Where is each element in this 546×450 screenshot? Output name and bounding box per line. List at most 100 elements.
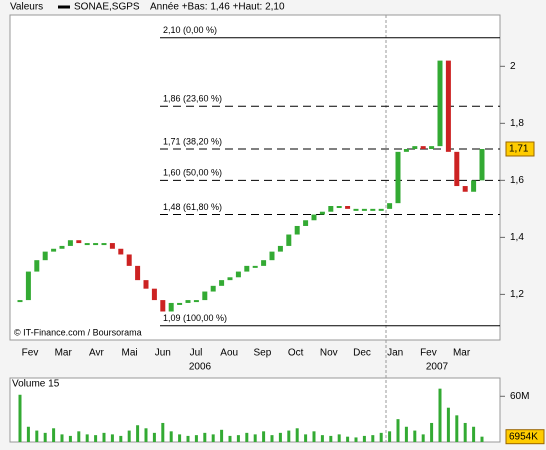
y-tick-label: 2 <box>510 61 516 72</box>
volume-bar <box>77 431 81 442</box>
candle <box>403 148 409 152</box>
candle <box>168 302 174 312</box>
candle <box>328 206 334 212</box>
volume-bar <box>346 436 350 442</box>
candle <box>395 151 401 204</box>
last-label: 1,71 <box>509 144 529 155</box>
candle <box>42 251 48 261</box>
candle <box>437 60 443 147</box>
volume-bar <box>463 422 467 442</box>
candle <box>160 300 166 312</box>
volume-bar <box>43 432 47 442</box>
fib-label: 1,71 (38,20 %) <box>163 136 222 146</box>
fib-label: 2,10 (0,00 %) <box>163 25 217 35</box>
watermark: © IT-Finance.com / Boursorama <box>14 327 142 337</box>
volume-bar <box>438 388 442 442</box>
candle <box>286 234 292 246</box>
x-tick-label: Oct <box>288 348 304 359</box>
x-tick-label: Mar <box>453 348 471 359</box>
x-tick-label: Dec <box>353 348 371 359</box>
candle <box>244 265 250 272</box>
candle <box>151 288 157 301</box>
volume-bar <box>194 435 198 442</box>
candle <box>471 180 477 192</box>
candle <box>177 302 183 305</box>
candle <box>479 148 485 181</box>
candle <box>34 260 40 272</box>
legend-label: SONAE,SGPS <box>74 2 140 13</box>
x-tick-label: Aou <box>220 348 238 359</box>
volume-bar <box>211 434 215 442</box>
price-panel <box>9 14 501 341</box>
candle <box>202 291 208 301</box>
candle <box>76 240 82 244</box>
x-tick-label: Sep <box>254 348 272 359</box>
volume-bar <box>455 415 459 442</box>
last-box <box>505 141 535 157</box>
volume-bar <box>102 432 106 442</box>
candle <box>462 186 468 192</box>
volume-bar <box>18 394 22 442</box>
candle <box>336 206 342 209</box>
volume-bar <box>144 428 148 442</box>
candle <box>118 248 124 255</box>
volume-bar <box>85 434 89 442</box>
volume-bar <box>354 437 358 442</box>
volume-bar <box>186 435 190 442</box>
candle <box>261 260 267 266</box>
candle <box>135 265 141 281</box>
x-tick-label: Jun <box>155 348 171 359</box>
volume-bar <box>421 434 425 442</box>
volume-bar <box>295 428 299 442</box>
candle <box>126 254 132 266</box>
header: Valeurs <box>10 2 43 13</box>
candle <box>143 280 149 289</box>
x-tick-label: Jan <box>387 348 403 359</box>
volume-bar <box>110 434 114 442</box>
candle <box>185 300 191 303</box>
volume-bar <box>270 435 274 442</box>
volume-bar <box>262 431 266 442</box>
candle <box>210 285 216 292</box>
volume-bar <box>169 431 173 442</box>
x-tick-label: Nov <box>320 348 338 359</box>
candle <box>67 240 73 246</box>
candle <box>193 300 199 303</box>
volume-bar <box>119 435 123 442</box>
volume-bar <box>152 432 156 442</box>
volume-bar <box>388 431 392 442</box>
volume-bar <box>472 426 476 442</box>
candle <box>51 248 57 252</box>
volume-bar <box>430 422 434 442</box>
candle <box>445 60 451 152</box>
volume-bar <box>278 432 282 442</box>
volume-bar <box>60 434 64 442</box>
y-tick-label: 60M <box>510 391 529 402</box>
volume-bar <box>127 430 131 442</box>
fib-label: 1,09 (100,00 %) <box>163 313 227 323</box>
candle <box>370 208 376 211</box>
candle <box>378 208 384 211</box>
x-tick-label: Fev <box>22 348 39 359</box>
candle <box>412 146 418 149</box>
volume-bar <box>26 426 30 442</box>
volume-bar <box>136 425 140 442</box>
volume-bar <box>404 426 408 442</box>
y-tick-label: 1,8 <box>510 118 524 129</box>
volume-bar <box>287 430 291 442</box>
volume-bar <box>480 436 484 442</box>
fib-label: 1,48 (61,80 %) <box>163 202 222 212</box>
candle <box>454 151 460 187</box>
candle <box>277 245 283 252</box>
y-tick-label: 1,4 <box>510 232 524 243</box>
subtitle: Année +Bas: 1,46 +Haut: 2,10 <box>150 2 285 13</box>
candle <box>219 280 225 286</box>
candle <box>101 243 107 246</box>
candle <box>25 271 31 301</box>
candle <box>429 146 435 149</box>
candle <box>353 208 359 211</box>
volume-bar <box>304 434 308 442</box>
volume-bar <box>312 431 316 442</box>
y-tick-label: 1,2 <box>510 289 524 300</box>
